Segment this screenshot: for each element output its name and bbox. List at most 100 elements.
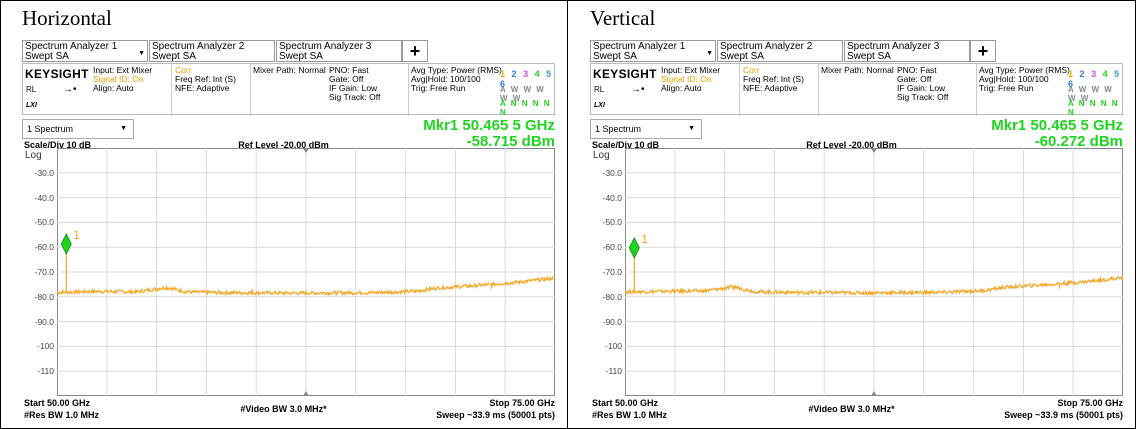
trace-5-number: 5: [546, 69, 554, 79]
trace-5-number: 5: [1114, 69, 1122, 79]
y-tick-label: -50.0: [34, 217, 54, 228]
marker-diamond-icon: [60, 233, 72, 255]
marker-frequency: Mkr1 50.465 5 GHz: [423, 117, 555, 134]
analyzer-tabs: Spectrum Analyzer 1 Swept SA ▼ Spectrum …: [590, 40, 1123, 62]
align-mode: Align: Auto: [93, 83, 134, 93]
tab-spectrum-analyzer-3[interactable]: Spectrum Analyzer 3 Swept SA: [844, 40, 970, 62]
y-tick-label: -40.0: [34, 192, 54, 203]
freq-ref: Freq Ref: Int (S): [743, 74, 804, 84]
trigger-mode: Trig: Free Run: [411, 83, 466, 93]
lxi-indicator: LXI: [594, 102, 605, 109]
start-frequency: Start 50.00 GHz: [24, 398, 91, 408]
divider: [976, 64, 977, 116]
y-tick-label: -90.0: [34, 316, 54, 327]
y-tick-label: -50.0: [602, 217, 622, 228]
chevron-down-icon: ▼: [688, 125, 695, 132]
input-mode: Input: Ext Mixer: [93, 65, 153, 75]
res-bw: #Res BW 1.0 MHz: [24, 410, 100, 420]
pno-mode: PNO: Fast: [329, 65, 369, 75]
input-settings[interactable]: Input: Ext Mixer Signal ID: On Align: Au…: [661, 66, 720, 93]
gate-mode: Gate: Off: [897, 74, 932, 84]
spectrum-trace: [625, 275, 1123, 297]
spectrum-select-value: 1 Spectrum: [27, 124, 74, 134]
sweep-time: Sweep ~33.9 ms (50001 pts): [436, 410, 555, 420]
trace-2-number: 2: [511, 69, 519, 79]
divider: [250, 64, 251, 116]
sweep-settings[interactable]: PNO: Fast Gate: Off IF Gain: Low Sig Tra…: [897, 66, 948, 102]
sweep-settings[interactable]: PNO: Fast Gate: Off IF Gain: Low Sig Tra…: [329, 66, 380, 102]
freq-ref: Freq Ref: Int (S): [175, 74, 236, 84]
trace-numbers[interactable]: 1 2 3 4 5 6: [1068, 69, 1122, 89]
panel-title: Horizontal: [22, 6, 112, 30]
divider: [739, 64, 740, 116]
corr-label: Corr: [175, 65, 192, 75]
y-tick-label: -100: [604, 341, 622, 352]
panel-vertical: Vertical Spectrum Analyzer 1 Swept SA ▼ …: [568, 0, 1135, 429]
y-tick-label: -70.0: [602, 267, 622, 277]
trace-6-number: 6: [500, 79, 508, 89]
tab-spectrum-analyzer-2[interactable]: Spectrum Analyzer 2 Swept SA: [149, 40, 275, 62]
spectrum-plot[interactable]: 1: [57, 148, 555, 396]
analyzer-tabs: Spectrum Analyzer 1 Swept SA ▼ Spectrum …: [22, 40, 555, 62]
input-settings[interactable]: Input: Ext Mixer Signal ID: On Align: Au…: [93, 66, 152, 93]
plot-svg: 1: [57, 148, 555, 396]
y-tick-label: -70.0: [34, 267, 54, 277]
trace-types: A W W W W W: [1068, 85, 1114, 103]
corr-settings[interactable]: Corr Freq Ref: Int (S) NFE: Adaptive: [743, 66, 804, 93]
scale-per-div: Scale/Div 10 dB: [592, 140, 660, 150]
avg-settings[interactable]: Avg Type: Power (RMS) Avg|Hold: 100/100 …: [979, 66, 1070, 93]
corr-settings[interactable]: Corr Freq Ref: Int (S) NFE: Adaptive: [175, 66, 236, 93]
marker-readout: Mkr1 50.465 5 GHz -58.715 dBm: [423, 118, 555, 150]
sig-track: Sig Track: Off: [897, 92, 949, 102]
res-bw: #Res BW 1.0 MHz: [592, 410, 668, 420]
stop-frequency: Stop 75.00 GHz: [1057, 398, 1123, 408]
y-tick-label: -40.0: [602, 192, 622, 203]
center-top-marker: [303, 148, 309, 153]
marker-amplitude: -58.715 dBm: [466, 133, 555, 150]
panel-horizontal: Horizontal Spectrum Analyzer 1 Swept SA …: [0, 0, 567, 429]
log-label: Log: [25, 150, 42, 161]
y-tick-label: -110: [37, 366, 54, 377]
center-top-marker: [871, 148, 877, 153]
ref-level: Ref Level -20.00 dBm: [238, 140, 329, 150]
tab-spectrum-analyzer-2[interactable]: Spectrum Analyzer 2 Swept SA: [717, 40, 843, 62]
spectrum-select[interactable]: 1 Spectrum ▼: [22, 119, 134, 139]
divider: [408, 64, 409, 116]
tab-label: Spectrum Analyzer 1: [593, 41, 686, 52]
divider: [171, 64, 172, 116]
y-tick-label: -30.0: [34, 167, 54, 178]
spectrum-plot[interactable]: 1: [625, 148, 1123, 396]
tab-spectrum-analyzer-3[interactable]: Spectrum Analyzer 3 Swept SA: [276, 40, 402, 62]
marker-number-label: 1: [641, 232, 648, 246]
nfe-mode: NFE: Adaptive: [743, 83, 798, 93]
keysight-logo: KEYSIGHT: [25, 67, 89, 81]
add-tab-button[interactable]: +: [402, 40, 428, 62]
tab-spectrum-analyzer-1[interactable]: Spectrum Analyzer 1 Swept SA ▼: [590, 40, 716, 62]
marker-number-label: 1: [73, 228, 80, 242]
add-tab-button[interactable]: +: [970, 40, 996, 62]
avg-settings[interactable]: Avg Type: Power (RMS) Avg|Hold: 100/100 …: [411, 66, 502, 93]
spectrum-select[interactable]: 1 Spectrum ▼: [590, 119, 702, 139]
tab-label: Spectrum Analyzer 2: [720, 41, 813, 52]
status-bar: KEYSIGHT RL →• LXI Input: Ext Mixer Sign…: [590, 63, 1123, 117]
tab-sublabel: Swept SA: [152, 51, 196, 62]
chevron-down-icon[interactable]: ▼: [706, 50, 713, 57]
signal-id: Signal ID: On: [661, 74, 712, 84]
avg-type: Avg Type: Power (RMS): [411, 65, 502, 75]
video-bw: #Video BW 3.0 MHz*: [240, 404, 327, 414]
y-tick-label: -90.0: [602, 316, 622, 327]
tab-spectrum-analyzer-1[interactable]: Spectrum Analyzer 1 Swept SA ▼: [22, 40, 148, 62]
avg-hold: Avg|Hold: 100/100: [979, 74, 1049, 84]
mixer-path[interactable]: Mixer Path: Normal: [253, 65, 326, 75]
stop-frequency: Stop 75.00 GHz: [489, 398, 555, 408]
trace-1-number: 1: [500, 69, 508, 79]
input-mode: Input: Ext Mixer: [661, 65, 721, 75]
marker-frequency: Mkr1 50.465 5 GHz: [991, 117, 1123, 134]
mixer-path[interactable]: Mixer Path: Normal: [821, 65, 894, 75]
center-bottom-marker: [303, 391, 309, 396]
trace-numbers[interactable]: 1 2 3 4 5 6: [500, 69, 554, 89]
center-bottom-marker: [871, 391, 877, 396]
avg-type: Avg Type: Power (RMS): [979, 65, 1070, 75]
chevron-down-icon[interactable]: ▼: [138, 50, 145, 57]
tab-sublabel: Swept SA: [847, 51, 891, 62]
